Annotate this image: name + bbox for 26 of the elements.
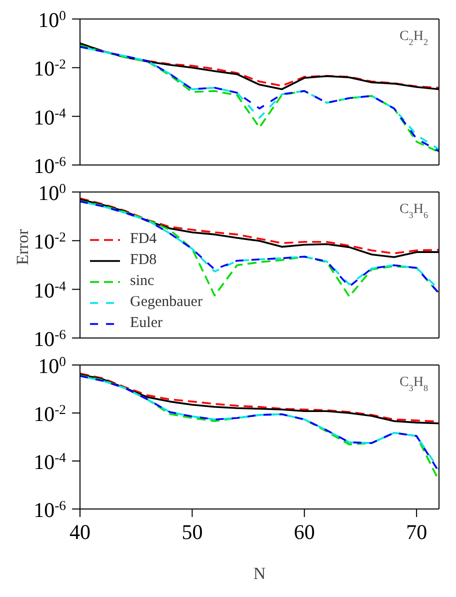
x-tick-label: 70 — [406, 520, 428, 544]
legend-label: Gegenbauer — [130, 294, 202, 311]
annotation: C$_{3}$H$_{6}$ — [399, 202, 428, 220]
legend-label: FD8 — [130, 252, 157, 269]
y-tick-label: 10$^{0}$ — [38, 8, 66, 32]
y-tick-label: 10$^{-6}$ — [34, 154, 66, 178]
y-tick-label: 10$^{0}$ — [38, 354, 66, 378]
x-tick-label: 40 — [70, 520, 90, 544]
legend-label: FD4 — [130, 231, 157, 248]
legend-label: sinc — [130, 273, 154, 290]
legend-label: Euler — [130, 315, 162, 332]
annotation: C$_{2}$H$_{2}$ — [399, 29, 428, 47]
annotation: C$_{3}$H$_{8}$ — [399, 375, 428, 393]
y-tick-label: 10$^{-4}$ — [34, 104, 66, 130]
x-tick-label: 60 — [294, 520, 315, 544]
y-tick-label: 10$^{-2}$ — [34, 402, 66, 426]
x-tick-label: 50 — [182, 520, 203, 544]
y-tick-label: 10$^{-2}$ — [34, 56, 66, 81]
y-tick-label: 10$^{0}$ — [38, 180, 66, 205]
y-axis-title: Error — [13, 228, 32, 265]
y-tick-label: 10$^{-4}$ — [34, 450, 66, 474]
y-tick-label: 10$^{-4}$ — [34, 278, 66, 302]
x-axis-title: N — [253, 564, 266, 583]
y-tick-label: 10$^{-6}$ — [34, 326, 66, 351]
y-tick-label: 10$^{-6}$ — [34, 498, 66, 522]
y-tick-label: 10$^{-2}$ — [34, 229, 66, 254]
